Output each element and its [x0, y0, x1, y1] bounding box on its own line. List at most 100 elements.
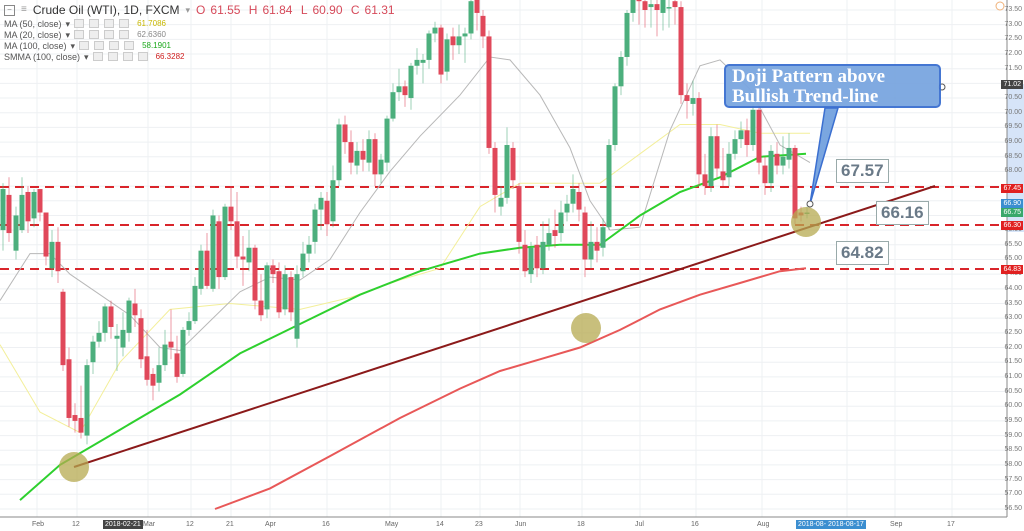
level-tag-64-83: 64.83 [1001, 265, 1023, 274]
price-tick: 59.50 [1004, 416, 1022, 424]
candle [558, 200, 564, 242]
candle [96, 321, 102, 348]
chart-legend: − ≡ Crude Oil (WTI), 1D, FXCM ▾ O 61.55 H… [4, 2, 400, 62]
candle [6, 177, 12, 242]
candle [144, 329, 150, 386]
candle [276, 262, 282, 319]
candle [594, 227, 600, 263]
candle [258, 274, 264, 322]
doji-callout[interactable]: Doji Pattern above Bullish Trend-line [724, 64, 941, 108]
candle [192, 277, 198, 325]
level-label-66-16[interactable]: 66.16 [876, 201, 929, 225]
candle [636, 0, 642, 25]
code-icon [104, 30, 115, 39]
time-tick: 17 [947, 521, 955, 528]
dropdown-icon[interactable]: ▾ [185, 5, 191, 15]
candle [600, 218, 606, 257]
candle [19, 177, 25, 234]
candle [168, 309, 174, 360]
candle [120, 312, 126, 357]
candle [216, 215, 222, 289]
candle [768, 145, 774, 192]
candle [55, 227, 61, 283]
current-price-tag: 71.02 [1001, 80, 1023, 89]
bullish-trendline [73, 185, 936, 468]
indicator-ma20[interactable]: MA (20, close) ▾ 62.6360 [4, 29, 166, 40]
price-tick: 60.50 [1004, 387, 1022, 395]
candle [672, 0, 678, 25]
candle [156, 347, 162, 392]
bars-icon: ≡ [21, 4, 27, 15]
candle [390, 83, 396, 122]
indicator-smma100[interactable]: SMMA (100, close) ▾ 66.3282 [4, 51, 185, 62]
eye-icon [74, 30, 85, 39]
candle [534, 235, 540, 278]
cursor-date-tag: 2018-02-21 [103, 520, 143, 529]
candle [282, 265, 288, 316]
time-tick: Jun [515, 521, 527, 528]
time-tick: 16 [691, 521, 699, 528]
candle [744, 118, 750, 157]
candle [186, 312, 192, 336]
time-tick: 12 [186, 521, 194, 528]
price-tick: 59.00 [1004, 431, 1022, 439]
price-tick: 72.50 [1004, 35, 1022, 43]
gear-icon [89, 30, 100, 39]
candle [234, 191, 240, 269]
time-tick: 12 [72, 521, 80, 528]
candle [270, 259, 276, 283]
gear-icon [89, 19, 100, 28]
candle [456, 24, 462, 55]
candle [714, 124, 720, 178]
candle [570, 174, 576, 213]
price-tick: 70.00 [1004, 108, 1022, 116]
candle [324, 191, 330, 236]
price-tag-blue: 66.90 [1001, 199, 1023, 208]
candle [252, 244, 258, 310]
candle [576, 183, 582, 222]
candle [354, 142, 360, 175]
time-tick: 18 [577, 521, 585, 528]
candle [738, 121, 744, 148]
candle [612, 83, 618, 151]
candle [300, 241, 306, 278]
candle [618, 51, 624, 96]
indicator-ma100[interactable]: MA (100, close) ▾ 58.1901 [4, 40, 171, 51]
candle [702, 153, 708, 195]
candle [43, 212, 49, 266]
symbol-title[interactable]: Crude Oil (WTI), 1D, FXCM [32, 3, 180, 17]
candle [132, 288, 138, 327]
collapse-icon[interactable]: − [4, 4, 15, 16]
time-tick: Jul [635, 521, 644, 528]
candle [648, 0, 654, 28]
time-tick: Feb [32, 521, 45, 528]
candle [90, 335, 96, 374]
price-tick: 61.50 [1004, 358, 1022, 366]
candle [774, 142, 780, 175]
candle [348, 130, 354, 175]
candle [528, 241, 534, 283]
candle [306, 235, 312, 263]
level-label-64-82[interactable]: 64.82 [836, 241, 889, 265]
candle [468, 0, 474, 40]
candle [588, 221, 594, 269]
candle [540, 221, 546, 275]
ma-line [19, 152, 807, 501]
settings-icon [995, 1, 1005, 11]
price-axis-bg [1007, 84, 1024, 232]
ohlc-values: O 61.55 H 61.84 L 60.90 C 61.31 [196, 3, 395, 17]
gear-icon [107, 52, 118, 61]
candle [174, 335, 180, 383]
code-icon [122, 52, 133, 61]
candle [426, 30, 432, 69]
candle [522, 230, 528, 278]
indicator-ma50[interactable]: MA (50, close) ▾ 61.7086 [4, 18, 166, 29]
time-tick: 21 [226, 521, 234, 528]
candle [108, 300, 114, 339]
eye-icon [74, 19, 85, 28]
candle [312, 203, 318, 254]
candle [516, 183, 522, 254]
gear-icon [94, 41, 105, 50]
level-tag-66-30: 66.30 [1001, 221, 1023, 230]
level-label-67-57[interactable]: 67.57 [836, 159, 889, 183]
